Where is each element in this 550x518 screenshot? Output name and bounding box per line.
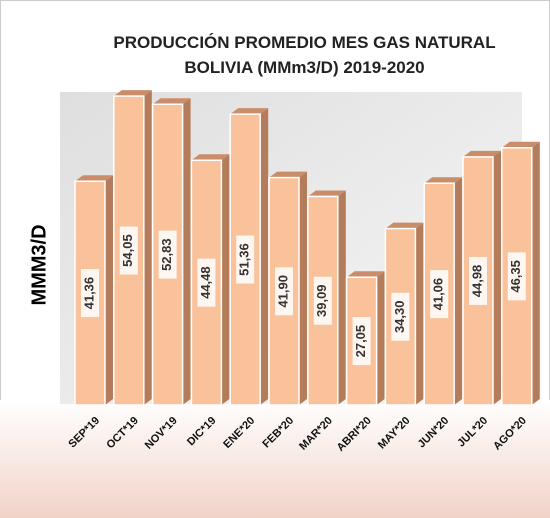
bar-side <box>338 190 346 405</box>
value-label: 44,48 <box>198 266 213 299</box>
y-axis-label: MMM3/D <box>28 224 50 305</box>
value-label: 27,05 <box>353 325 368 358</box>
bar-side <box>183 98 191 405</box>
value-label: 34,30 <box>392 301 407 334</box>
bar-side <box>144 90 152 405</box>
bar-side <box>415 223 423 405</box>
bar-side <box>454 177 462 405</box>
value-label: 39,09 <box>314 284 329 317</box>
bar-side <box>221 154 229 405</box>
bar-side <box>532 142 540 405</box>
value-label: 44,98 <box>469 265 484 298</box>
value-label: 52,83 <box>159 238 174 271</box>
bar-side <box>299 172 307 405</box>
value-label: 46,35 <box>508 260 523 293</box>
bar-side <box>105 175 113 405</box>
value-label: 41,36 <box>81 277 96 310</box>
value-label: 51,36 <box>237 243 252 276</box>
bar-side <box>260 108 268 405</box>
bar-side <box>493 151 501 405</box>
chart-title: PRODUCCIÓN PROMEDIO MES GAS NATURAL BOLI… <box>112 30 497 80</box>
value-label: 54,05 <box>120 234 135 267</box>
value-label: 41,06 <box>431 278 446 311</box>
background-ground <box>0 400 550 518</box>
value-label: 41,90 <box>275 275 290 308</box>
chart-page: MMM3/D 41,36SEP*1954,05OCT*1952,83NOV*19… <box>0 0 550 518</box>
bar-side <box>377 271 385 405</box>
